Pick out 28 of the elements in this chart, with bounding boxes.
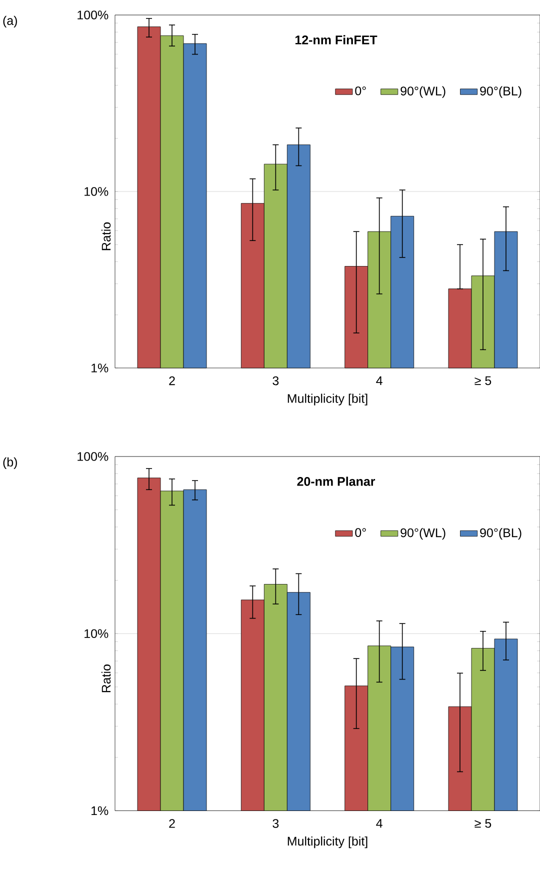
text: (b) <box>3 457 17 469</box>
y-tick-label: 10% <box>84 629 108 638</box>
legend-label: 90°(BL) <box>480 528 522 540</box>
x-tick-label: 4 <box>376 819 382 828</box>
text: 20-nm Planar <box>297 476 376 486</box>
y-axis-title: Ratio <box>101 222 111 250</box>
x-tick-label: 2 <box>169 819 175 828</box>
y-tick-label: 10% <box>84 187 108 196</box>
x-tick-label: 2 <box>169 376 175 386</box>
x-tick-label: 4 <box>376 376 382 385</box>
text: (a) <box>3 16 17 28</box>
legend-label: 90°(WL) <box>400 86 446 98</box>
y-tick-label: 100% <box>78 452 108 461</box>
x-tick-label: 3 <box>272 819 279 828</box>
legend-label: 90°(WL) <box>400 528 446 540</box>
x-tick-label: ≥ 5 <box>474 376 492 386</box>
y-tick-label: 100% <box>78 10 108 20</box>
x-tick-label: ≥ 5 <box>474 819 492 828</box>
x-axis-title: Multiplicity [bit] <box>288 394 368 406</box>
legend-label: 90°(BL) <box>480 86 522 98</box>
x-tick-label: 3 <box>272 376 279 386</box>
y-tick-label: 1% <box>92 364 108 372</box>
y-axis-title: Ratio <box>101 664 111 692</box>
x-axis-title: Multiplicity [bit] <box>288 836 368 848</box>
text: 12-nm FinFET <box>295 35 378 44</box>
legend-label: 0° <box>355 86 366 96</box>
y-tick-label: 1% <box>92 806 108 816</box>
legend-label: 0° <box>355 528 366 538</box>
